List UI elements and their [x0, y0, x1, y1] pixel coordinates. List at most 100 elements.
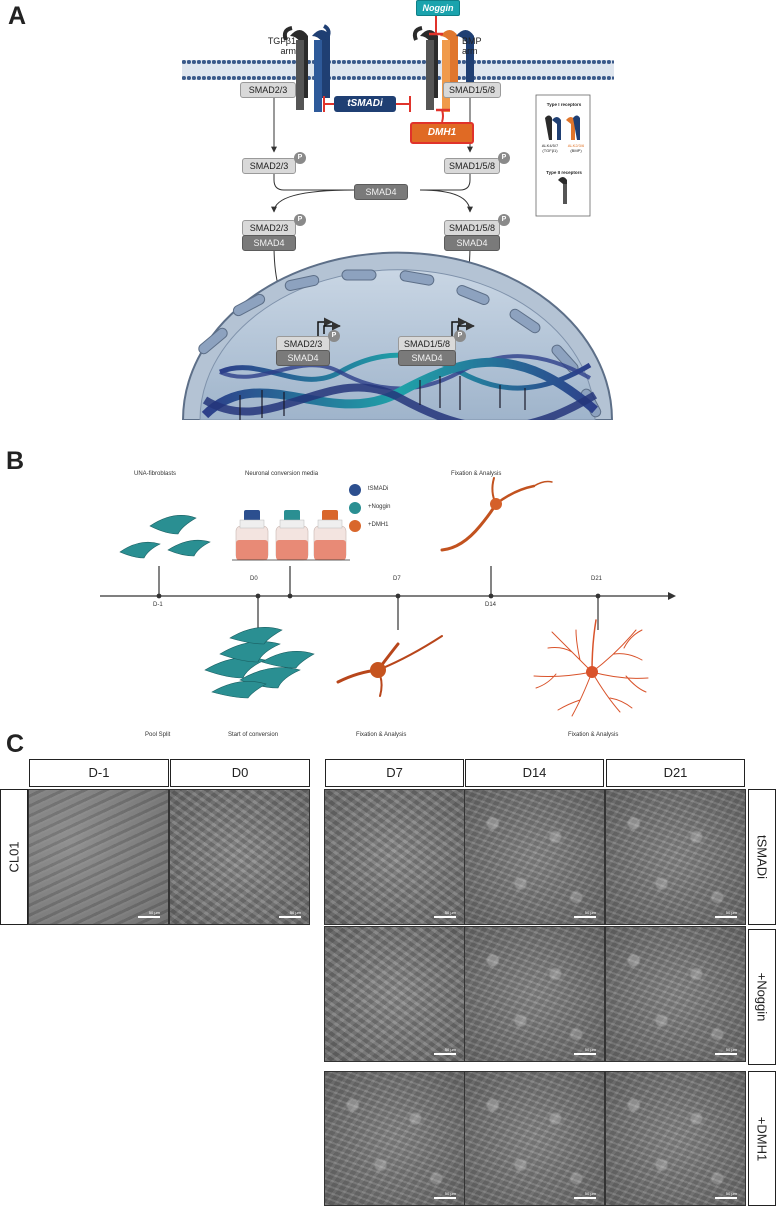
dmh1-inhibition-line	[436, 108, 450, 123]
media-bottles	[232, 510, 350, 561]
phospho-badge: P	[294, 214, 306, 226]
legend-alk-left: ALK4/5/7 (TGFβ1)	[537, 143, 563, 153]
tgfb1-arm-label: TGFβ1 arm	[256, 36, 296, 56]
panel-a-letter: A	[8, 2, 27, 30]
scale-label: 50 µm	[289, 910, 301, 915]
micrograph-cl01-dm1: 50 µm	[28, 789, 169, 925]
micrograph-noggin-d21: 50 µm	[605, 926, 746, 1062]
row-label-noggin: +Noggin	[748, 929, 776, 1065]
neuron-d7-illustration	[336, 635, 443, 697]
scale-bar	[715, 1053, 737, 1055]
legend-label-tsmadi: tSMADi	[368, 486, 389, 492]
smad158-complex: SMAD1/5/8	[444, 220, 500, 236]
tick-label-d0: D0	[250, 576, 258, 582]
smad4-complex-right: SMAD4	[444, 235, 500, 251]
legend-dot-tsmadi	[349, 484, 361, 496]
smad23-complex: SMAD2/3	[242, 220, 296, 236]
smad23-receptor: SMAD2/3	[240, 82, 296, 98]
bmp-label: BMP	[462, 36, 482, 46]
micrograph-dmh1-d7: 50 µm	[324, 1071, 465, 1206]
legend-type2-label: Type II receptors	[546, 170, 582, 175]
fixation-d7-label: Fixation & Analysis	[356, 732, 407, 738]
scale-label: 50 µm	[584, 910, 596, 915]
smad23-phospho: SMAD2/3	[242, 158, 296, 174]
fixation-d21-label: Fixation & Analysis	[568, 732, 619, 738]
smad4-free: SMAD4	[354, 184, 408, 200]
conversion-media-label: Neuronal conversion media	[245, 471, 319, 477]
legend-dot-noggin	[349, 502, 361, 514]
smad158-receptor: SMAD1/5/8	[443, 82, 501, 98]
panel-c-letter: C	[6, 730, 25, 758]
start-conversion-label: Start of conversion	[228, 732, 279, 738]
micrograph-tsmadi-d14: 50 µm	[464, 789, 605, 925]
row-label-cl01: CL01	[0, 789, 28, 925]
row-label-dmh1: +DMH1	[748, 1071, 776, 1206]
scale-bar	[574, 1197, 596, 1199]
scale-label: 50 µm	[725, 910, 737, 915]
row-label-noggin-text: +Noggin	[754, 972, 770, 1022]
tick-label-d14: D14	[485, 602, 497, 608]
row-label-dmh1-text: +DMH1	[754, 1116, 770, 1161]
neuron-d14-illustration	[440, 477, 553, 552]
una-fibroblasts-label: UNA-fibroblasts	[134, 471, 177, 477]
micrograph-noggin-d7: 50 µm	[324, 926, 465, 1062]
phospho-badge: P	[294, 152, 306, 164]
scale-label: 50 µm	[444, 1191, 456, 1196]
micrograph-tsmadi-d7: 50 µm	[324, 789, 465, 925]
scale-label: 50 µm	[444, 910, 456, 915]
noggin-box: Noggin	[416, 0, 460, 16]
scale-label: 50 µm	[584, 1191, 596, 1196]
scale-label: 50 µm	[584, 1047, 596, 1052]
scale-bar	[434, 1197, 456, 1199]
header-d0: D0	[170, 759, 310, 787]
tsmadi-inhibition-lines	[323, 96, 411, 112]
scale-label: 50 µm	[725, 1047, 737, 1052]
signaling-pathway-diagram	[181, 16, 614, 420]
tick-label-d21: D21	[591, 576, 603, 582]
scale-bar	[279, 916, 301, 918]
phospho-badge: P	[454, 330, 466, 342]
micrograph-dmh1-d21: 50 µm	[605, 1071, 746, 1206]
header-d14: D14	[465, 759, 604, 787]
fixation-top-label: Fixation & Analysis	[451, 471, 502, 477]
legend-label-dmh1: +DMH1	[368, 522, 389, 528]
panel-b-letter: B	[6, 447, 25, 475]
nucleus	[181, 251, 614, 420]
alk-left-ligand: (TGFβ1)	[542, 148, 558, 153]
tgfb1-receptor	[282, 24, 331, 112]
scale-bar	[434, 1053, 456, 1055]
smad4-nuclear-right: SMAD4	[398, 350, 456, 366]
legend-label-noggin: +Noggin	[368, 504, 391, 510]
noggin-inhibition	[429, 16, 443, 36]
dmh1-box: DMH1	[410, 122, 474, 144]
legend-alk-right: ALK2/3/6 (BMP)	[563, 143, 589, 153]
phospho-badge: P	[498, 152, 510, 164]
cell-membrane	[182, 60, 614, 80]
bmp-arm-label: BMP arm	[462, 36, 482, 56]
tgfb1-label: TGFβ1	[267, 36, 296, 46]
header-d-minus-1: D-1	[29, 759, 169, 787]
dense-fibroblast-illustration	[204, 627, 315, 699]
tgfb1-arm-word: arm	[280, 46, 297, 56]
bmp-receptor	[412, 26, 474, 112]
scale-bar	[434, 916, 456, 918]
scale-label: 50 µm	[725, 1191, 737, 1196]
tick-label-dm1: D-1	[153, 602, 163, 608]
micrograph-cl01-d0: 50 µm	[169, 789, 310, 925]
timeline-diagram	[100, 477, 676, 717]
tick-label-d7: D7	[393, 576, 401, 582]
row-label-tsmadi: tSMADi	[748, 789, 776, 925]
micrograph-dmh1-d14: 50 µm	[464, 1071, 605, 1206]
scale-bar	[715, 1197, 737, 1199]
alk-right-ligand: (BMP)	[570, 148, 582, 153]
row-label-cl01-text: CL01	[6, 841, 22, 873]
tsmadi-box: tSMADi	[334, 96, 396, 112]
legend-dot-dmh1	[349, 520, 361, 532]
micrograph-noggin-d14: 50 µm	[464, 926, 605, 1062]
legend-type1-label: Type I receptors	[546, 102, 582, 107]
bmp-arm-word: arm	[462, 46, 478, 56]
row-label-tsmadi-text: tSMADi	[754, 834, 770, 880]
header-d7: D7	[325, 759, 464, 787]
alk-left-name: ALK4/5/7	[541, 143, 559, 148]
scale-label: 50 µm	[148, 910, 160, 915]
